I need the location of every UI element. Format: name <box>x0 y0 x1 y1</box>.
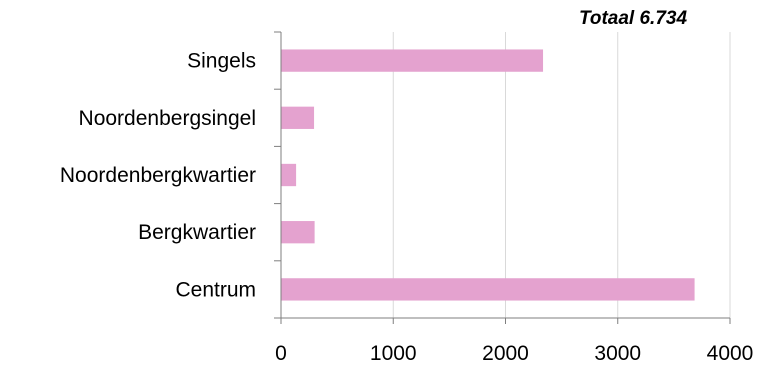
bars <box>281 49 695 301</box>
category-label-noordenbergkwartier: Noordenbergkwartier <box>60 164 256 187</box>
x-tick-label-1000: 1000 <box>370 342 417 365</box>
labels: 0 1000 2000 3000 4000 Singels Noordenbergsinge… <box>60 50 753 365</box>
category-label-centrum: Centrum <box>175 278 256 301</box>
bar-singels <box>281 49 544 72</box>
category-label-noordenbergsingel: Noordenbergsingel <box>79 107 256 130</box>
x-tick-label-0: 0 <box>275 342 287 365</box>
bar-noordenbergkwartier <box>281 163 297 187</box>
bar-centrum <box>281 278 695 301</box>
bar-noordenbergsingel <box>281 106 315 129</box>
total-annotation: Totaal 6.734 <box>579 8 688 29</box>
category-label-bergkwartier: Bergkwartier <box>138 221 256 244</box>
x-tick-label-2000: 2000 <box>482 342 529 365</box>
gridlines <box>392 32 731 318</box>
category-label-singels: Singels <box>187 50 256 73</box>
bar-bergkwartier <box>281 221 315 244</box>
x-tick-label-4000: 4000 <box>707 342 754 365</box>
axes <box>274 31 731 324</box>
x-tick-label-3000: 3000 <box>594 342 641 365</box>
